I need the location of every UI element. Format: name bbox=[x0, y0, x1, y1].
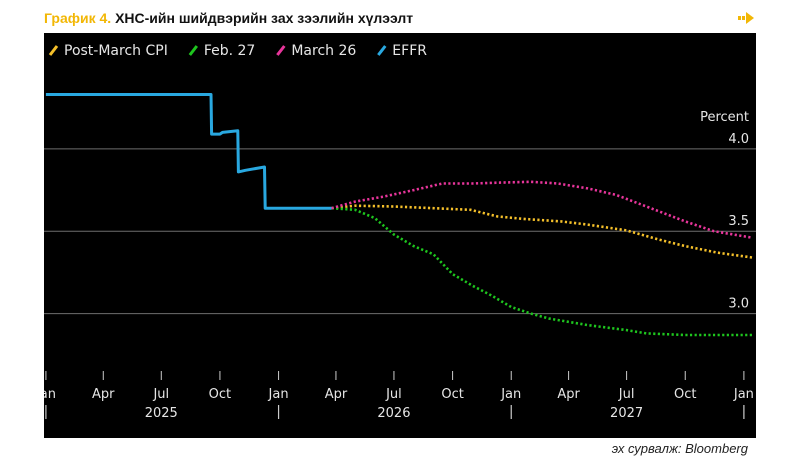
legend-label: EFFR bbox=[392, 43, 427, 59]
x-tick-label: Apr bbox=[92, 387, 115, 402]
year-label: 2025 bbox=[145, 406, 178, 421]
x-tick-label: Jul bbox=[152, 387, 169, 402]
series-line bbox=[331, 204, 753, 259]
y-tick-label: 4.0 bbox=[728, 132, 749, 147]
y-tick-label: 3.5 bbox=[728, 214, 749, 229]
series-line bbox=[45, 93, 332, 210]
x-tick-label: Apr bbox=[557, 387, 580, 402]
legend-swatch bbox=[48, 45, 59, 56]
x-tick-label: Jan bbox=[268, 387, 289, 402]
x-axis: Jan Apr Jul Oct Jan Apr Jul Oct Jan Apr Jul Oct Jan 2… bbox=[35, 371, 754, 421]
x-tick-label: Jan bbox=[44, 387, 56, 402]
legend-item: March 26 bbox=[276, 43, 356, 59]
series-line bbox=[331, 206, 753, 337]
legend-label: Feb. 27 bbox=[204, 43, 256, 59]
legend-swatch bbox=[377, 45, 387, 56]
legend-item: EFFR bbox=[377, 43, 427, 59]
chart-title-prefix: График 4. bbox=[44, 10, 112, 26]
y-tick-label: 3.0 bbox=[728, 297, 749, 312]
legend-label: Post-March CPI bbox=[64, 43, 168, 59]
legend: Post-March CPI Feb. 27 March 26 EFFR bbox=[48, 43, 427, 59]
x-tick-label: Apr bbox=[325, 387, 348, 402]
x-tick-label: Jul bbox=[618, 387, 635, 402]
x-tick-label: Jan bbox=[500, 387, 521, 402]
arrow-right-icon[interactable] bbox=[738, 12, 754, 24]
chart-title-text: ХНС-ийн шийдвэрийн зах зээлийн хүлээлт bbox=[115, 10, 414, 26]
legend-swatch bbox=[188, 45, 199, 56]
source-note: эх сурвалж: Bloomberg bbox=[611, 441, 748, 456]
y-axis-ticks: 3.0 3.5 4.0 bbox=[728, 132, 749, 312]
x-tick-label: Oct bbox=[209, 387, 231, 402]
year-label: 2027 bbox=[610, 406, 643, 421]
legend-item: Feb. 27 bbox=[188, 43, 256, 59]
legend-label: March 26 bbox=[291, 43, 356, 59]
x-tick-label: Oct bbox=[674, 387, 696, 402]
series-line bbox=[331, 180, 754, 240]
year-label: 2026 bbox=[377, 406, 410, 421]
gridlines bbox=[44, 148, 756, 315]
x-tick-label: Oct bbox=[441, 387, 463, 402]
chart-panel: Post-March CPI Feb. 27 March 26 EFFR Percen… bbox=[35, 33, 756, 438]
chart-title: График 4. ХНС-ийн шийдвэрийн зах зээлийн… bbox=[44, 10, 413, 26]
x-tick-label: Jan bbox=[733, 387, 754, 402]
y-axis-units-label: Percent bbox=[700, 110, 749, 125]
x-tick-label: Jul bbox=[385, 387, 402, 402]
legend-item: Post-March CPI bbox=[48, 43, 168, 59]
line-chart: Post-March CPI Feb. 27 March 26 EFFR Percen… bbox=[35, 43, 756, 421]
chart-header: График 4. ХНС-ийн шийдвэрийн зах зээлийн… bbox=[44, 10, 756, 30]
chart-series bbox=[45, 93, 754, 337]
legend-swatch bbox=[276, 45, 286, 56]
